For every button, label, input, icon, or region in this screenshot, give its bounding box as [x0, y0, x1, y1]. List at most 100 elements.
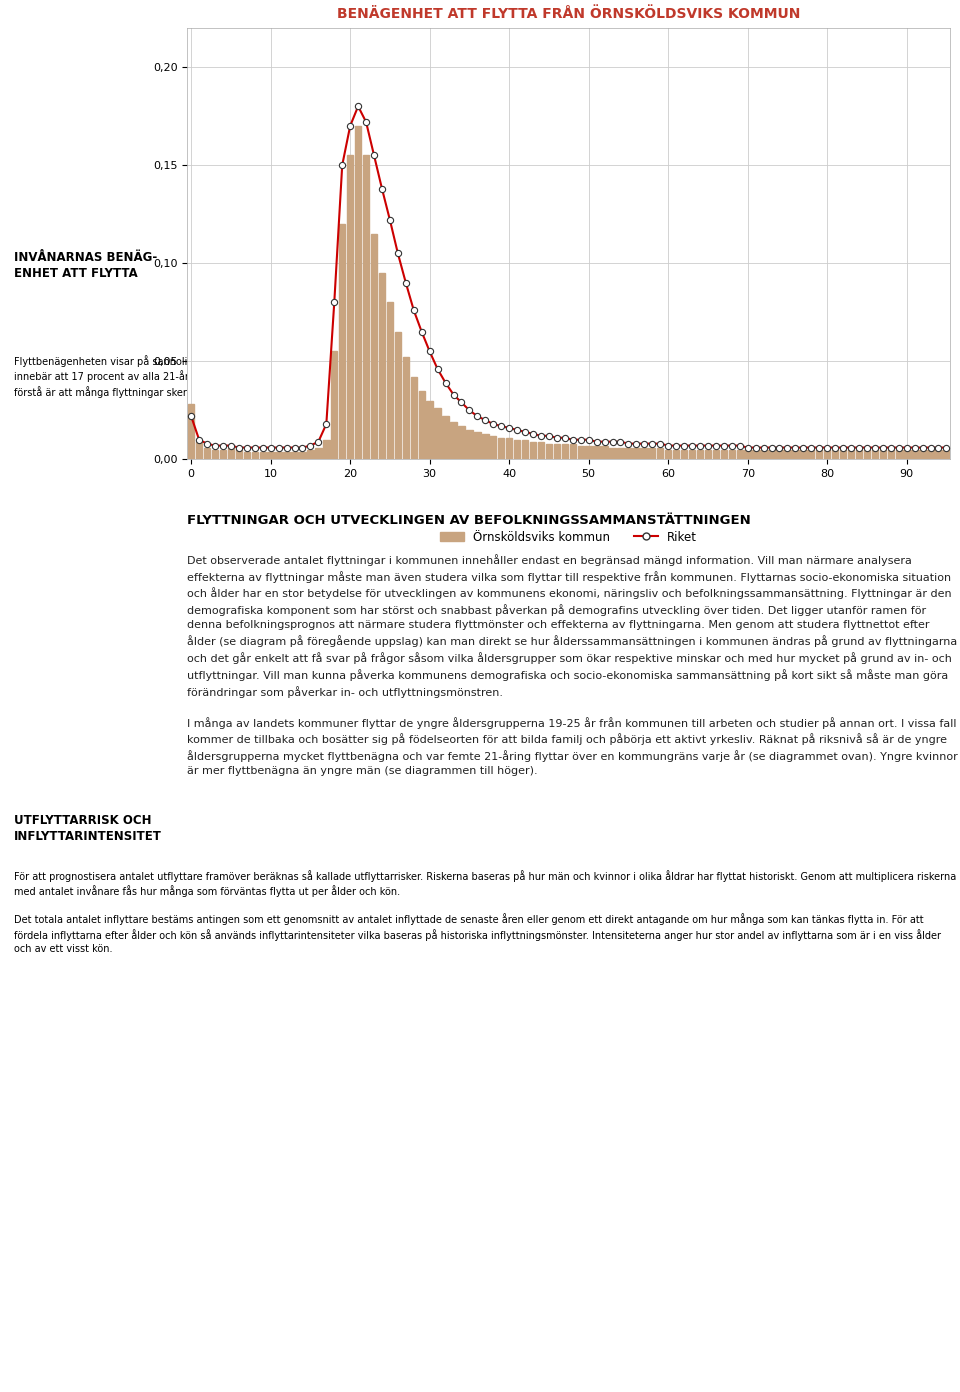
Bar [188, 405, 194, 459]
Bar [920, 450, 925, 459]
Bar [808, 450, 814, 459]
Bar [300, 451, 305, 459]
Bar [697, 450, 703, 459]
Bar [196, 441, 203, 459]
Text: FLYTTNINGAR OCH UTVECKLINGEN AV BEFOLKNINGSSAMMANSTÄTTNINGEN: FLYTTNINGAR OCH UTVECKLINGEN AV BEFOLKNI… [187, 514, 751, 528]
Bar [268, 451, 274, 459]
Bar [291, 451, 298, 459]
Bar [896, 450, 901, 459]
Bar [204, 448, 210, 459]
Text: För att prognostisera antalet utflyttare framöver beräknas så kallade utflyttarr: För att prognostisera antalet utflyttare… [14, 870, 956, 954]
Bar [601, 445, 608, 459]
Bar [236, 450, 242, 459]
Bar [491, 436, 496, 459]
Bar [586, 445, 592, 459]
Bar [426, 401, 433, 459]
Bar [832, 450, 838, 459]
Bar [283, 451, 290, 459]
Bar [824, 450, 830, 459]
Bar [467, 430, 472, 459]
Bar [331, 351, 338, 459]
Bar [864, 450, 870, 459]
Bar [784, 450, 791, 459]
Bar [625, 448, 632, 459]
Text: ◎ Andelen invånare i olika
åldrar som flyttar från
kommunen. Genomsnitt för
peri: ◎ Andelen invånare i olika åldrar som fl… [14, 49, 176, 116]
Bar [673, 450, 680, 459]
Bar [474, 432, 481, 459]
Bar [911, 450, 918, 459]
Bar [689, 450, 695, 459]
Bar [514, 440, 520, 459]
Bar [371, 234, 377, 459]
Bar [538, 441, 544, 459]
Bar [252, 451, 258, 459]
Bar [522, 440, 528, 459]
Bar [562, 444, 568, 459]
Bar [244, 451, 250, 459]
Bar [879, 450, 886, 459]
Text: 20: 20 [14, 1354, 32, 1367]
Bar [944, 450, 949, 459]
Bar [848, 450, 854, 459]
Bar [482, 434, 489, 459]
Text: Flyttbenägenheten visar på sannolikheten, under ett år, att en person i en viss : Flyttbenägenheten visar på sannolikheten… [14, 355, 944, 398]
Bar [777, 450, 782, 459]
Bar [545, 444, 552, 459]
Bar [212, 450, 218, 459]
Bar [259, 451, 266, 459]
Bar [307, 450, 314, 459]
Text: INVÅNARNAS BENÄG-
ENHET ATT FLYTTA: INVÅNARNAS BENÄG- ENHET ATT FLYTTA [14, 251, 157, 280]
Bar [395, 331, 401, 459]
Bar [768, 450, 775, 459]
Bar [840, 450, 847, 459]
Bar [712, 450, 719, 459]
Bar [220, 450, 227, 459]
Legend: Örnsköldsviks kommun, Riket: Örnsköldsviks kommun, Riket [436, 526, 702, 548]
Title: BENÄGENHET ATT FLYTTA FRÅN ÖRNSKÖLDSVIKS KOMMUN: BENÄGENHET ATT FLYTTA FRÅN ÖRNSKÖLDSVIKS… [337, 7, 801, 21]
Bar [753, 450, 758, 459]
Bar [760, 450, 767, 459]
Bar [927, 450, 934, 459]
Bar [634, 448, 639, 459]
Bar [315, 448, 322, 459]
Bar [498, 437, 504, 459]
Bar [665, 450, 671, 459]
Bar [506, 437, 513, 459]
Text: Det observerade antalet flyttningar i kommunen innehåller endast en begränsad mä: Det observerade antalet flyttningar i ko… [187, 554, 958, 777]
Bar [578, 445, 584, 459]
Bar [610, 448, 615, 459]
Bar [276, 451, 282, 459]
Bar [816, 450, 823, 459]
Bar [347, 156, 353, 459]
Bar [681, 450, 687, 459]
Bar [593, 445, 600, 459]
Bar [569, 444, 576, 459]
Bar [855, 450, 862, 459]
Bar [443, 416, 448, 459]
Bar [736, 450, 743, 459]
Bar [387, 302, 393, 459]
Bar [888, 450, 894, 459]
Bar [419, 391, 425, 459]
Bar [745, 450, 751, 459]
Bar [339, 224, 346, 459]
Bar [705, 450, 711, 459]
Bar [935, 450, 942, 459]
Bar [458, 426, 465, 459]
Bar [355, 125, 361, 459]
Bar [641, 448, 647, 459]
Bar [721, 450, 727, 459]
Bar [435, 408, 441, 459]
Bar [800, 450, 806, 459]
Bar [729, 450, 735, 459]
Bar [530, 441, 537, 459]
Bar [617, 448, 624, 459]
Bar [554, 444, 560, 459]
Bar [324, 440, 329, 459]
Bar [228, 448, 234, 459]
Text: UTFLYTTARRISK OCH
INFLYTTARINTENSITET: UTFLYTTARRISK OCH INFLYTTARINTENSITET [14, 814, 162, 844]
Bar [363, 156, 370, 459]
Bar [649, 448, 656, 459]
Bar [379, 273, 385, 459]
Bar [450, 422, 457, 459]
